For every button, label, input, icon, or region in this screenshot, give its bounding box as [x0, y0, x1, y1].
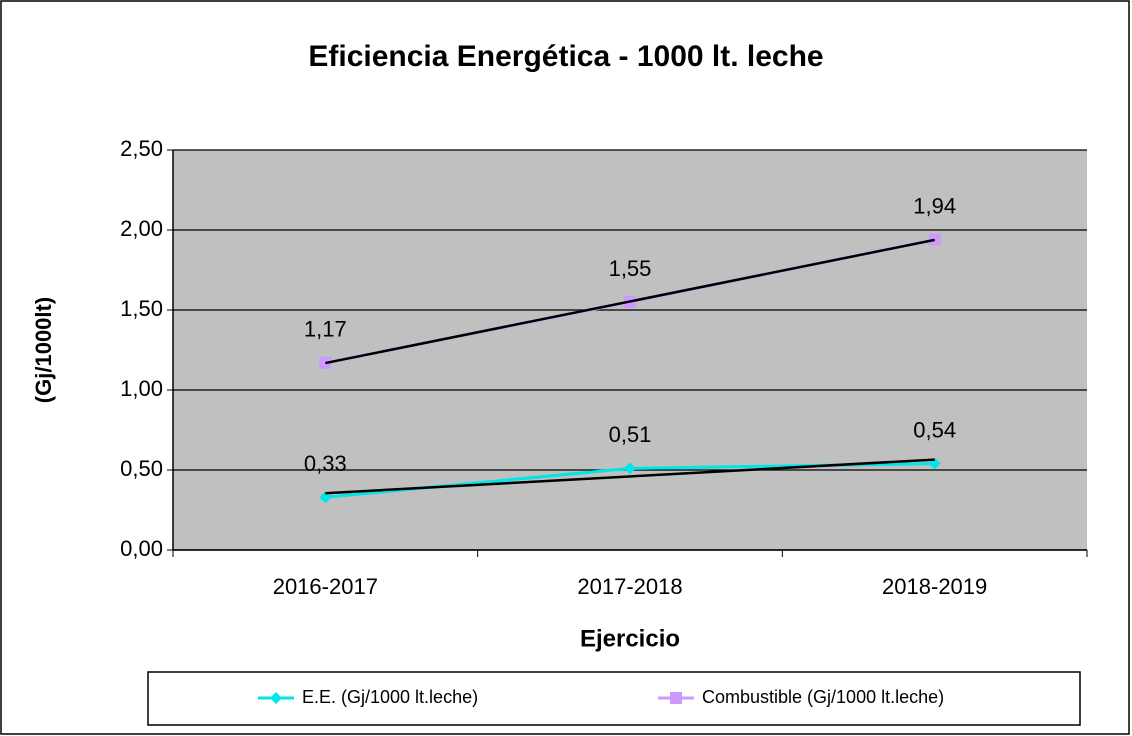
- x-tick-label: 2017-2018: [577, 574, 682, 599]
- y-tick-label: 2,00: [120, 216, 163, 241]
- y-tick-label: 0,50: [120, 456, 163, 481]
- chart-title: Eficiencia Energética - 1000 lt. leche: [308, 40, 823, 73]
- marker: [670, 692, 682, 704]
- data-label: 0,54: [913, 417, 956, 442]
- x-axis-label: Ejercicio: [580, 625, 680, 652]
- legend-box: [147, 671, 1081, 726]
- data-label: 1,94: [913, 193, 956, 218]
- y-tick-label: 0,00: [120, 536, 163, 561]
- data-label: 1,55: [609, 256, 652, 281]
- data-label: 0,51: [609, 422, 652, 447]
- data-label: 0,33: [304, 451, 347, 476]
- marker: [624, 462, 636, 475]
- marker: [928, 233, 941, 246]
- legend-label: E.E. (Gj/1000 lt.leche): [302, 687, 478, 707]
- y-tick-label: 1,00: [120, 376, 163, 401]
- y-tick-label: 2,50: [120, 136, 163, 161]
- trendline: [325, 238, 935, 365]
- plot-area: [173, 150, 1087, 550]
- data-label: 1,17: [304, 317, 347, 342]
- legend-label: Combustible (Gj/1000 lt.leche): [702, 687, 944, 707]
- trendline: [325, 458, 935, 495]
- y-tick-label: 1,50: [120, 296, 163, 321]
- marker: [270, 692, 282, 704]
- x-tick-label: 2016-2017: [273, 574, 378, 599]
- x-tick-label: 2018-2019: [882, 574, 987, 599]
- y-axis-label: (Gj/1000lt): [31, 297, 56, 403]
